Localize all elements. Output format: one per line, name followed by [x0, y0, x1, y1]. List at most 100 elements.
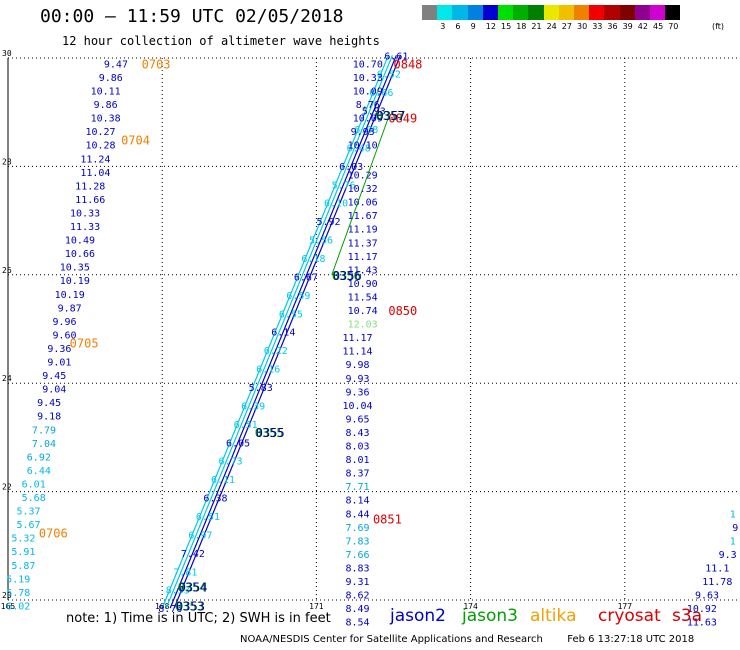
- altika-value-label: 10.66: [65, 249, 95, 260]
- altika-value-label: 9.01: [47, 358, 71, 369]
- jason2-value-label: 8.43: [345, 428, 369, 439]
- jason3-value-label: 12.03: [348, 320, 378, 331]
- track-value-label: 6.11: [211, 475, 235, 486]
- time-label: 0353: [175, 599, 204, 613]
- jason2-value-label: 11.19: [348, 225, 378, 236]
- jason2-value-label: 8.54: [345, 618, 369, 629]
- altika-value-label: 9.87: [58, 303, 82, 314]
- jason2-value-label: 9.31: [345, 577, 369, 588]
- track-value-label: 5.56: [309, 236, 333, 247]
- legend-swatch: [574, 5, 590, 20]
- altika-value-label: 9.60: [52, 330, 76, 341]
- jason2-value-label: 9.36: [345, 387, 369, 398]
- track-value-label: 8.53: [166, 586, 190, 597]
- cyan-ground-track: [161, 55, 389, 609]
- jason2-value-label: 8.49: [345, 604, 369, 615]
- altika-value-label: 10.38: [91, 114, 121, 125]
- jason2-value-label: 8.76: [356, 100, 380, 111]
- track-value-label: 6.18: [301, 254, 325, 265]
- legend-swatch-label: 12: [485, 22, 496, 31]
- jason2-value-label: 11.54: [348, 292, 378, 303]
- altika-value-label: 5.37: [17, 507, 41, 518]
- mission-label-jason3: jason3: [462, 606, 518, 626]
- track-value-label: 6.10: [324, 199, 348, 210]
- cyan-ground-track: [169, 55, 397, 609]
- track-value-label: 6.22: [264, 346, 288, 357]
- altika-value-label: 11.24: [80, 154, 110, 165]
- legend-swatch-label: 42: [637, 22, 648, 31]
- legend-swatch: [604, 5, 620, 20]
- jason2-value-label: 7.71: [345, 482, 369, 493]
- jason2-value-label: 8.62: [345, 591, 369, 602]
- altika-value-label: 5.67: [17, 520, 41, 531]
- cryosat-value-label: 11.78: [702, 577, 732, 588]
- cyan-ground-track: [165, 55, 393, 609]
- y-tick-label: 26: [2, 266, 12, 275]
- altika-value-label: 6.92: [27, 452, 51, 463]
- cryosat-value-label: 10.92: [687, 604, 717, 615]
- altika-value-label: 9.04: [42, 385, 66, 396]
- legend-swatch: [589, 5, 605, 20]
- x-tick-label: 171: [309, 602, 324, 611]
- legend-swatch-label: 3: [440, 22, 446, 31]
- legend-swatch: [543, 5, 559, 20]
- cryosat-value-label: 1: [730, 536, 736, 547]
- mission-label-altika: altika: [530, 606, 577, 626]
- altika-value-label: 10.28: [85, 141, 115, 152]
- credit-timestamp: Feb 6 13:27:18 UTC 2018: [567, 634, 695, 645]
- page-title: 00:00 – 11:59 UTC 02/05/2018: [40, 6, 344, 27]
- track-value-label: 6.66: [369, 88, 393, 99]
- jason2-value-label: 11.14: [342, 347, 372, 358]
- altika-value-label: 7.04: [32, 439, 56, 450]
- x-tick-label: 165: [1, 602, 16, 611]
- cyan-ground-track: [173, 55, 401, 609]
- y-tick-label: 22: [2, 483, 12, 492]
- jason2-value-label: 11.37: [348, 238, 378, 249]
- jason2-value-label: 11.17: [348, 252, 378, 263]
- jason2-value-label: 11.17: [342, 333, 372, 344]
- time-label: 0848: [394, 57, 423, 71]
- track-value-label: 6.51: [196, 512, 220, 523]
- cryosat-value-label: 9: [732, 523, 738, 534]
- track-value-label: 6.59: [286, 291, 310, 302]
- track-value-label: 6.05: [226, 438, 250, 449]
- jason3-ground-track: [331, 117, 389, 275]
- jason2-value-label: 10.90: [348, 279, 378, 290]
- altika-value-label: 9.45: [42, 371, 66, 382]
- altika-value-label: 9.96: [52, 317, 76, 328]
- track-value-label: 6.61: [384, 51, 408, 62]
- jason2-value-label: 9.93: [351, 127, 375, 138]
- cryosat-value-label: 9.63: [695, 591, 719, 602]
- time-label: 0355: [255, 426, 284, 440]
- y-tick-label: 30: [2, 49, 12, 58]
- track-value-label: 7.81: [173, 567, 197, 578]
- track-value-label: 6.48: [347, 143, 371, 154]
- track-value-label: 5.93: [362, 107, 386, 118]
- legend-swatch-label: 39: [622, 22, 633, 31]
- legend-swatch-label: 45: [653, 22, 664, 31]
- time-label-shadow: 0353: [176, 599, 205, 613]
- legend-swatch: [422, 5, 438, 20]
- track-value-label: 6.03: [339, 162, 363, 173]
- legend-swatch-label: 33: [592, 22, 603, 31]
- track-value-label: 6.52: [377, 70, 401, 81]
- time-label-shadow: 0356: [333, 269, 362, 283]
- time-label: 0354: [178, 580, 207, 594]
- altika-value-label: 5.78: [6, 588, 30, 599]
- track-value-label: 6.08: [354, 125, 378, 136]
- time-label: 0357: [376, 109, 405, 123]
- legend-unit-label: (ft): [712, 22, 725, 31]
- legend-swatch: [619, 5, 635, 20]
- altika-value-label: 10.49: [65, 236, 95, 247]
- y-tick-label: 20: [2, 591, 12, 600]
- time-label: 0851: [373, 513, 402, 527]
- altika-value-label: 9.36: [47, 344, 71, 355]
- altika-value-label: 9.47: [104, 59, 128, 70]
- altika-value-label: 10.35: [60, 263, 90, 274]
- legend-swatch-label: 36: [607, 22, 618, 31]
- jason2-value-label: 10.33: [353, 73, 383, 84]
- track-value-label: 8.76: [158, 604, 182, 615]
- mission-label-s3a: s3a: [672, 606, 703, 626]
- cryosat-value-label: 1: [730, 509, 736, 520]
- legend-swatch-label: 9: [470, 22, 476, 31]
